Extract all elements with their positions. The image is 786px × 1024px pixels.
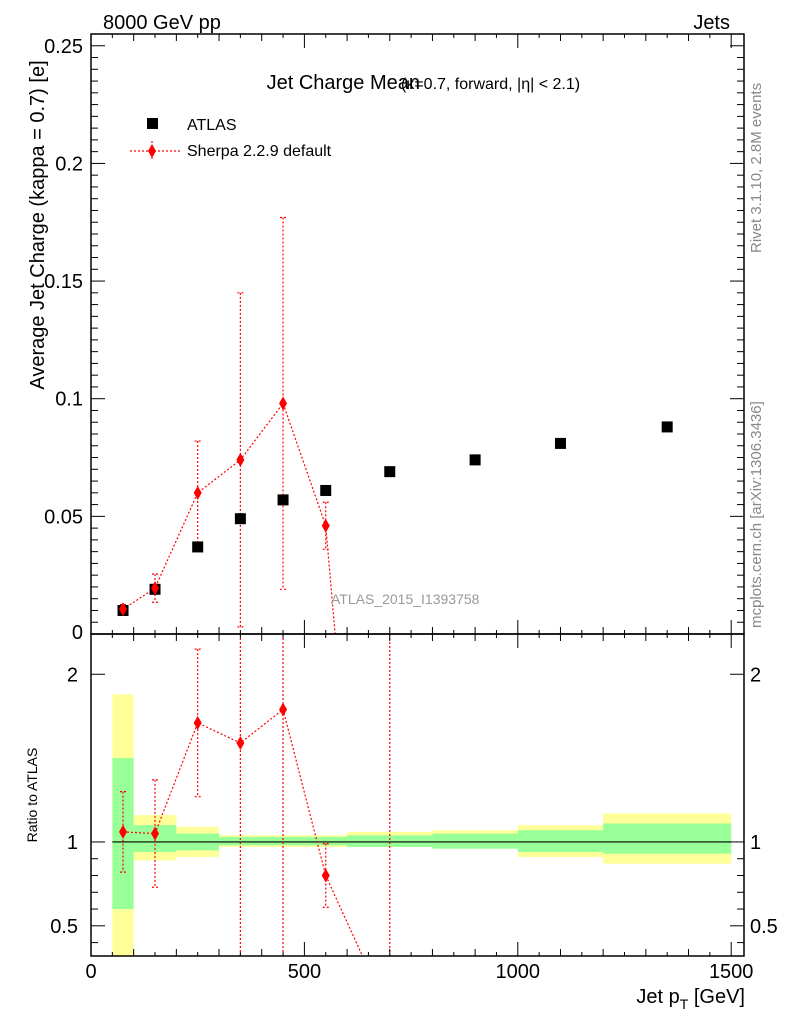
y-tick-label-0: 0 [72,622,83,644]
chart-subtitle: (κ=0.7, forward, |η| < 2.1) [401,76,580,93]
sherpa-main-point-5 [321,518,330,533]
legend-sherpa-marker [148,144,156,158]
atlas-point-6 [384,466,396,478]
x-axis-title-unit: [GeV] [688,986,745,1008]
header-left: 8000 GeV pp [103,12,221,34]
ratio-panel-bands [112,694,732,956]
ratio-tick-label-right-1: 1 [750,832,761,854]
legend-atlas-marker [147,118,158,129]
atlas-point-5 [320,484,332,496]
ratio-band-stat-8 [517,830,604,853]
sherpa-ratio-point-2 [193,715,202,730]
ratio-band-stat-6 [347,835,433,847]
atlas-point-2 [192,541,204,553]
sherpa-main-point-1 [151,581,160,596]
x-axis-title-main: Jet p [636,986,679,1008]
sherpa-main-point-3 [236,452,245,467]
x-tick-label-500: 500 [288,961,321,983]
atlas-point-3 [234,513,246,525]
legend: ATLAS Sherpa 2.2.9 default [130,117,332,161]
sherpa-ratio-point-3 [236,736,245,751]
ratio-band-stat-5 [304,836,348,846]
y-tick-label-5: 0.25 [44,36,83,58]
ratio-tick-label-right-2: 2 [750,664,761,686]
ratio-band-stat-7 [432,833,518,849]
x-tick-label-1000: 1000 [496,961,541,983]
sherpa-ratio-point-5 [321,868,330,883]
ratio-band-stat-4 [261,836,305,846]
ratio-band-stat-3 [219,836,262,846]
y-tick-label-2: 0.1 [55,389,83,411]
sherpa-main-point-2 [193,485,202,500]
chart-title: Jet Charge Mean [267,72,420,94]
sherpa-ratio-point-1 [151,826,160,841]
ratio-band-stat-9 [603,823,732,854]
ratio-panel-frame [90,633,745,957]
ratio-axis-title: Ratio to ATLAS [24,748,40,843]
y-tick-label-4: 0.2 [55,153,83,175]
ratio-tick-label-right-0: 0.5 [750,916,778,938]
y-tick-label-3: 0.15 [44,271,83,293]
rivet-version-label: Rivet 3.1.10, 2.8M events [748,83,765,253]
atlas-point-7 [469,454,481,466]
sherpa-points [119,396,330,883]
atlas-point-4 [277,494,289,506]
ratio-tick-label-left-2: 2 [67,664,78,686]
mcplots-label: mcplots.cern.ch [arXiv:1306.3436] [748,401,765,628]
atlas-point-9 [661,421,673,433]
y-tick-label-1: 0.05 [44,506,83,528]
x-axis-title: Jet pT [GeV] [636,986,745,1012]
x-tick-label-0: 0 [85,961,96,983]
x-axis-title-subscript: T [680,996,689,1012]
ticks [90,33,744,956]
header-right: Jets [693,12,730,34]
ratio-tick-label-left-0: 0.5 [50,916,78,938]
legend-atlas-label: ATLAS [187,117,237,134]
legend-sherpa-label: Sherpa 2.2.9 default [187,143,332,160]
atlas-point-8 [554,437,566,449]
sherpa-main-point-4 [279,396,288,411]
sherpa-main-point-0 [119,602,128,617]
axes [90,33,745,957]
ratio-tick-label-left-1: 1 [67,832,78,854]
tick-labels: 0 500 1000 1500 0 0.05 0.1 0.15 0.2 0.25 0.5 0.5 1 1 2… [44,36,778,983]
y-axis-title: Average Jet Charge (kappa = 0.7) [e] [27,60,49,389]
sherpa-ratio-point-4 [279,702,288,717]
analysis-watermark: ATLAS_2015_I1393758 [331,591,480,607]
sherpa-ratio-point-0 [119,824,128,839]
x-tick-label-1500: 1500 [709,961,754,983]
